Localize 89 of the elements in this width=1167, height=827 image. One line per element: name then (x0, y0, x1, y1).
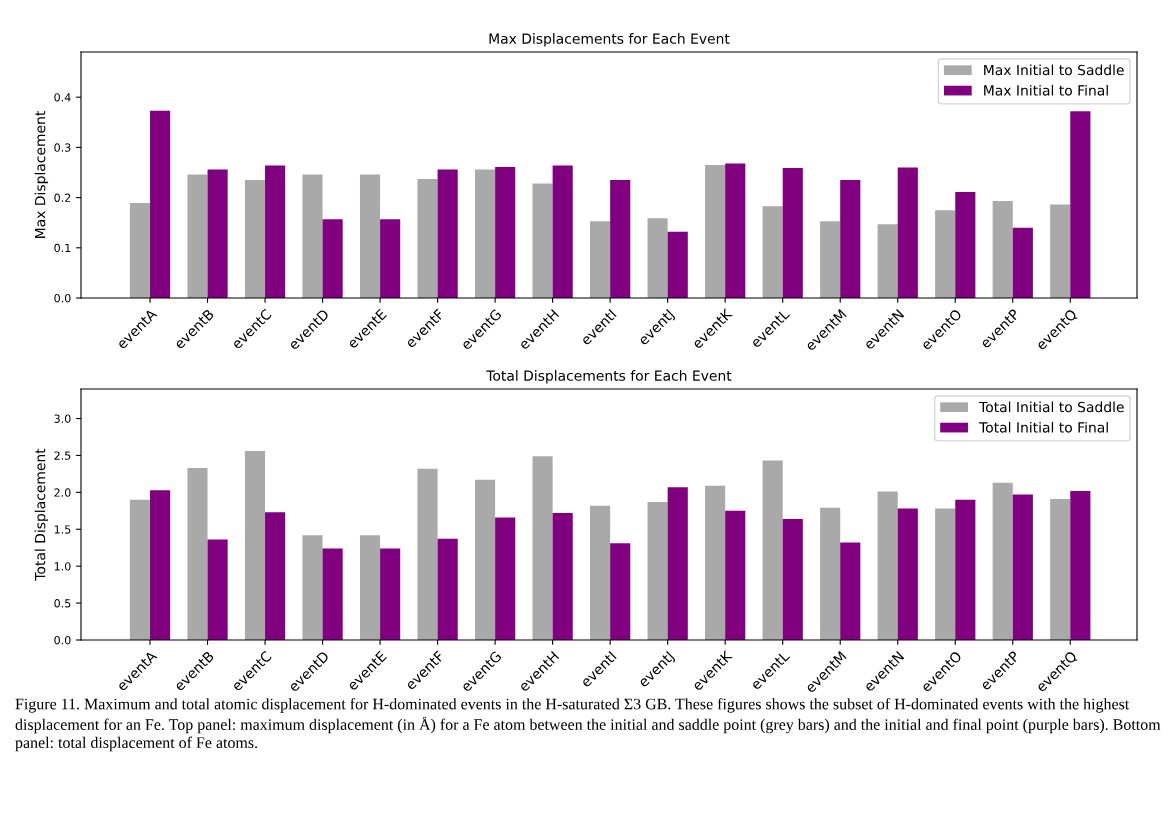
bar (129, 203, 151, 298)
bar (532, 183, 553, 298)
y-tick-label: 2.0 (54, 488, 71, 497)
bar (552, 165, 573, 298)
y-tick-label: 0.3 (54, 143, 71, 152)
bar (610, 180, 631, 298)
bar (992, 201, 1013, 298)
bar (705, 164, 726, 298)
bar (380, 219, 401, 298)
bar (417, 468, 438, 640)
y-tick-label: 3.0 (54, 414, 71, 423)
y-tick-label: 0.0 (54, 635, 71, 645)
bar (150, 110, 171, 298)
y-axis-title: Total Displacement (34, 448, 49, 581)
y-tick-label: 0.5 (54, 599, 71, 608)
bar (782, 167, 803, 298)
bar (840, 180, 861, 298)
bar (1050, 204, 1071, 298)
bar (495, 517, 516, 640)
legend-label: Total Initial to Final (979, 421, 1108, 433)
bar (725, 510, 746, 640)
bar (359, 174, 381, 298)
bar (265, 165, 286, 298)
bar (610, 543, 631, 640)
y-tick-label: 0.4 (54, 93, 71, 102)
y-tick-label: 0.2 (54, 193, 71, 202)
bar (474, 479, 496, 640)
chart-title: Max Displacements for Each Event (489, 33, 730, 47)
bar (667, 231, 688, 298)
bar (417, 179, 438, 298)
bar (495, 166, 516, 298)
bar (322, 219, 343, 298)
y-axis-title: Max Displacement (34, 111, 49, 238)
bar (302, 535, 323, 640)
bar (207, 539, 228, 640)
bar (762, 206, 783, 298)
bar (955, 499, 976, 640)
bar (1070, 490, 1091, 640)
legend-label: Max Initial to Final (984, 84, 1108, 96)
bar (437, 538, 458, 640)
bar (955, 192, 976, 298)
bar (359, 535, 381, 640)
bar (590, 221, 611, 298)
bar (207, 169, 228, 298)
bar (647, 501, 668, 640)
bar (897, 167, 918, 298)
bar (244, 180, 266, 298)
bar (820, 221, 841, 298)
bar (897, 508, 918, 640)
bar (1050, 499, 1071, 640)
bar (840, 542, 861, 640)
bar (992, 482, 1013, 640)
bar (590, 505, 611, 640)
bar (1012, 494, 1033, 640)
bar (782, 518, 803, 640)
y-tick-label: 1.5 (54, 525, 71, 534)
bar (265, 512, 286, 640)
y-tick-label: 2.5 (54, 451, 71, 460)
bar (1070, 111, 1091, 298)
y-tick-label: 0.1 (54, 243, 71, 253)
bar (474, 169, 496, 298)
bar (647, 218, 668, 298)
caption: Figure 11. Maximum and total atomic displacement for H-dominated events in the H-saturated Σ3 GB. These figures shows the subset of H-dominated events with the highest displacement for an Fe. Top panel: maximum displacement (in Å) for a Fe atom between the initial and saddle point (grey bars) and the initial and final point (purple bars). Bottom panel: total displacement of Fe atoms. (15, 698, 1161, 752)
bar (302, 174, 323, 298)
bar (1012, 227, 1033, 298)
chart-title: Total Displacements for Each Event (486, 370, 732, 384)
bar (667, 487, 688, 640)
y-tick-label: 0.0 (54, 293, 71, 303)
bar (244, 451, 266, 640)
bar (129, 499, 151, 640)
legend-label: Total Initial to Saddle (979, 401, 1124, 413)
y-tick-label: 1.0 (54, 562, 71, 571)
bar (552, 513, 573, 640)
bar (705, 485, 726, 640)
bar (935, 508, 956, 640)
bar (877, 491, 898, 640)
bar (437, 169, 458, 298)
bar (725, 163, 746, 298)
bar (935, 210, 956, 298)
bar (532, 456, 553, 640)
bar (762, 460, 783, 640)
bar (380, 548, 401, 640)
legend-label: Max Initial to Saddle (984, 64, 1124, 76)
bar (150, 490, 171, 640)
bar (322, 548, 343, 640)
bar (187, 467, 208, 640)
bar (877, 224, 898, 298)
bar (187, 174, 208, 298)
bar (820, 507, 841, 640)
